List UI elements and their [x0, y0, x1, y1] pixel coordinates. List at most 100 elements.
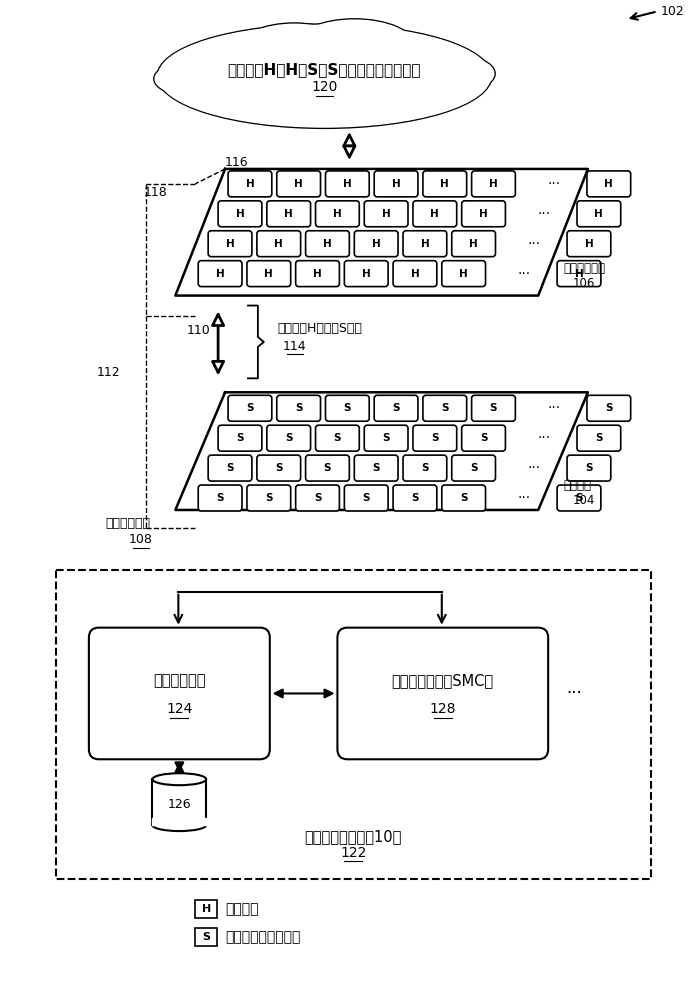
- Bar: [152, 818, 207, 825]
- Text: H: H: [246, 179, 254, 189]
- Polygon shape: [175, 169, 588, 296]
- FancyBboxPatch shape: [393, 485, 437, 511]
- Ellipse shape: [183, 42, 282, 84]
- Text: H: H: [275, 239, 283, 249]
- FancyBboxPatch shape: [364, 201, 408, 227]
- FancyBboxPatch shape: [441, 485, 486, 511]
- Bar: [195, 928, 217, 946]
- Text: 114: 114: [283, 340, 307, 353]
- FancyBboxPatch shape: [89, 628, 270, 759]
- FancyBboxPatch shape: [208, 455, 252, 481]
- Text: H: H: [372, 239, 381, 249]
- Text: 服务映射部件（SMC）: 服务映射部件（SMC）: [392, 673, 494, 688]
- Text: H: H: [382, 209, 390, 219]
- Ellipse shape: [152, 819, 206, 831]
- FancyBboxPatch shape: [403, 231, 447, 257]
- Text: 106: 106: [573, 277, 595, 290]
- Text: 软件实现的主机部件: 软件实现的主机部件: [225, 930, 300, 944]
- Text: H: H: [574, 269, 583, 279]
- FancyBboxPatch shape: [228, 171, 272, 197]
- Text: ···: ···: [518, 491, 531, 505]
- Text: H: H: [284, 209, 293, 219]
- Text: ···: ···: [537, 431, 550, 445]
- Text: S: S: [313, 493, 321, 503]
- Text: H: H: [313, 269, 322, 279]
- FancyBboxPatch shape: [364, 425, 408, 451]
- Text: 任何本地H到本地S耦合: 任何本地H到本地S耦合: [277, 322, 363, 335]
- Text: H: H: [479, 209, 488, 219]
- Text: 112: 112: [97, 366, 120, 379]
- FancyBboxPatch shape: [316, 425, 359, 451]
- Text: H: H: [323, 239, 332, 249]
- FancyBboxPatch shape: [472, 171, 516, 197]
- Text: S: S: [431, 433, 439, 443]
- Ellipse shape: [365, 37, 464, 79]
- FancyBboxPatch shape: [345, 261, 388, 287]
- Text: 软件平面: 软件平面: [563, 479, 591, 492]
- FancyBboxPatch shape: [267, 201, 311, 227]
- Bar: [152, 779, 206, 825]
- Text: 102: 102: [660, 5, 684, 18]
- FancyBboxPatch shape: [452, 455, 495, 481]
- Text: 116: 116: [225, 156, 248, 169]
- Text: S: S: [202, 932, 210, 942]
- Ellipse shape: [152, 773, 206, 785]
- Text: S: S: [383, 433, 390, 443]
- FancyBboxPatch shape: [277, 395, 320, 421]
- Ellipse shape: [416, 56, 494, 91]
- Text: H: H: [201, 904, 211, 914]
- Text: H: H: [469, 239, 478, 249]
- FancyBboxPatch shape: [218, 201, 262, 227]
- FancyBboxPatch shape: [295, 261, 339, 287]
- Text: H: H: [604, 179, 613, 189]
- FancyBboxPatch shape: [218, 425, 262, 451]
- Ellipse shape: [239, 24, 350, 74]
- FancyBboxPatch shape: [306, 455, 349, 481]
- FancyBboxPatch shape: [423, 171, 466, 197]
- FancyBboxPatch shape: [247, 485, 291, 511]
- Bar: [195, 900, 217, 918]
- FancyBboxPatch shape: [374, 171, 418, 197]
- Text: S: S: [470, 463, 477, 473]
- Text: 128: 128: [430, 702, 456, 716]
- Text: S: S: [585, 463, 592, 473]
- Text: S: S: [490, 403, 498, 413]
- FancyBboxPatch shape: [557, 261, 601, 287]
- Text: H: H: [430, 209, 439, 219]
- Text: 位置确定部件: 位置确定部件: [153, 673, 206, 688]
- FancyBboxPatch shape: [267, 425, 311, 451]
- Text: S: S: [285, 433, 293, 443]
- FancyBboxPatch shape: [198, 261, 242, 287]
- Polygon shape: [175, 392, 588, 510]
- Text: S: S: [372, 463, 380, 473]
- Ellipse shape: [237, 23, 352, 75]
- Text: S: S: [236, 433, 244, 443]
- Ellipse shape: [158, 24, 491, 128]
- FancyBboxPatch shape: [345, 485, 388, 511]
- Text: H: H: [594, 209, 603, 219]
- Text: 120: 120: [311, 80, 338, 94]
- Text: S: S: [480, 433, 487, 443]
- FancyBboxPatch shape: [587, 395, 630, 421]
- Text: S: S: [246, 403, 254, 413]
- Text: S: S: [334, 433, 341, 443]
- FancyBboxPatch shape: [441, 261, 486, 287]
- FancyBboxPatch shape: [577, 425, 621, 451]
- Text: ···: ···: [547, 177, 561, 191]
- FancyBboxPatch shape: [577, 201, 621, 227]
- Text: ···: ···: [537, 207, 550, 221]
- FancyBboxPatch shape: [462, 425, 505, 451]
- Text: S: S: [275, 463, 282, 473]
- Text: H: H: [294, 179, 303, 189]
- FancyBboxPatch shape: [423, 395, 466, 421]
- Text: 124: 124: [166, 702, 192, 716]
- Text: S: S: [460, 493, 467, 503]
- FancyBboxPatch shape: [325, 171, 370, 197]
- Text: ···: ···: [518, 267, 531, 281]
- Text: ···: ···: [547, 401, 561, 415]
- FancyBboxPatch shape: [247, 261, 291, 287]
- Text: H: H: [362, 269, 371, 279]
- Text: 硬件加速平面: 硬件加速平面: [563, 262, 605, 275]
- Text: ···: ···: [527, 461, 540, 475]
- Text: H: H: [421, 239, 429, 249]
